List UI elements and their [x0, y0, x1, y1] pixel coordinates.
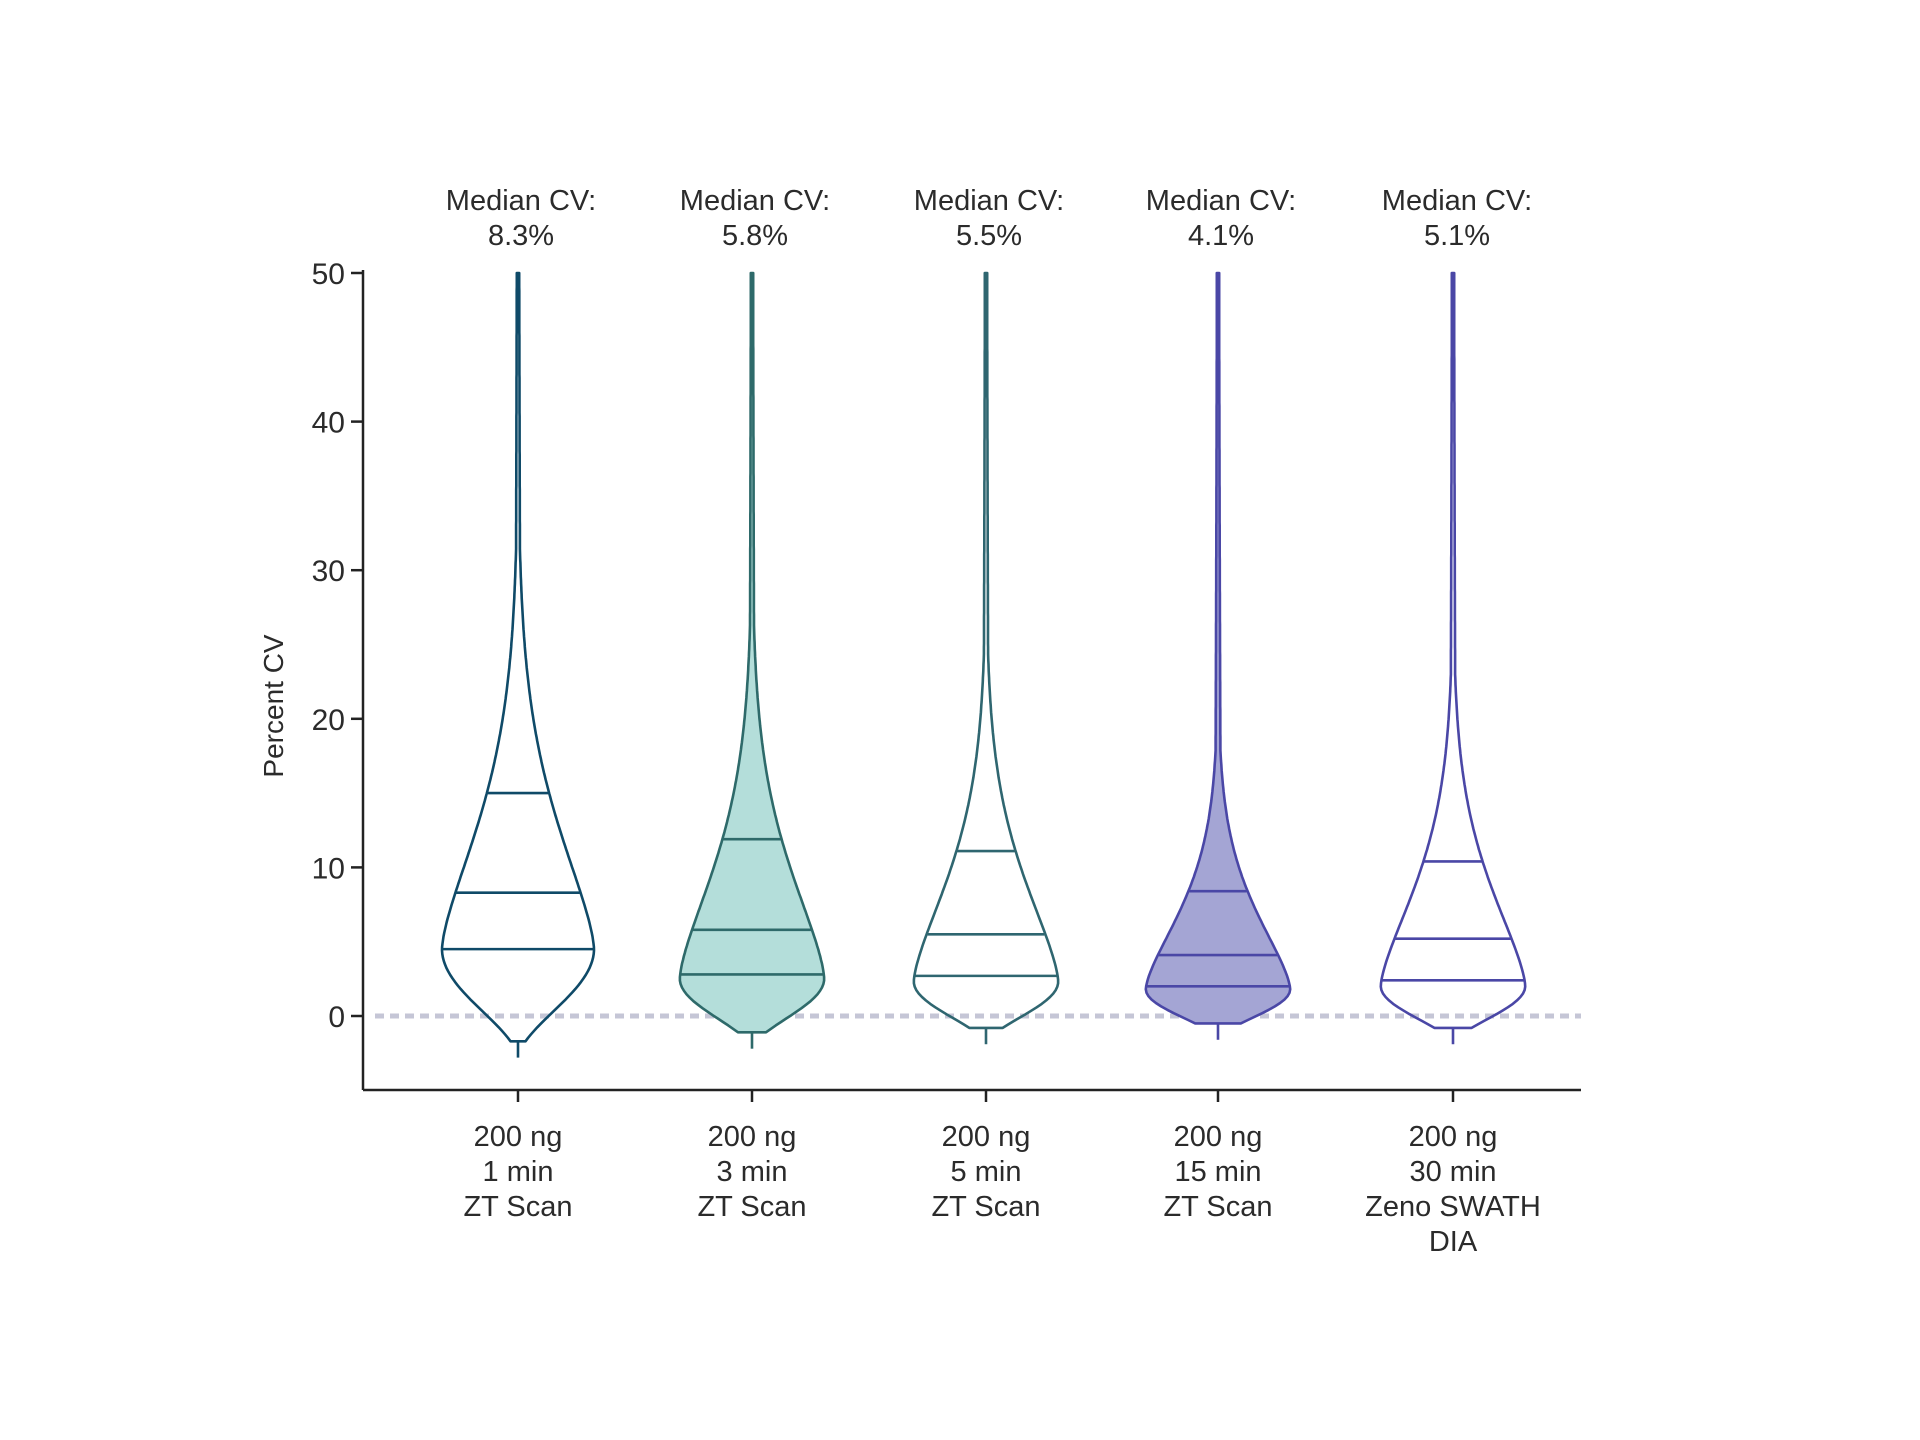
median-cv-prefix: Median CV: [1382, 185, 1532, 217]
violin-3 [912, 271, 1060, 1045]
violin-5 [1379, 271, 1527, 1045]
y-tick-label: 40 [312, 407, 345, 440]
y-tick-label: 0 [328, 1001, 345, 1034]
median-cv-prefix: Median CV: [446, 185, 596, 217]
y-ticks: 0 10 20 30 40 50 [312, 258, 363, 1034]
median-cv-value: 8.3% [488, 220, 554, 252]
violin-body [440, 271, 596, 1043]
x-tick-label: 200 ng 30 min Zeno SWATH DIA [1365, 1121, 1541, 1258]
axes [361, 270, 1581, 1092]
y-tick-label: 50 [312, 258, 345, 291]
median-cv-value: 4.1% [1188, 220, 1254, 252]
x-tick-label: 200 ng 15 min ZT Scan [1163, 1121, 1272, 1223]
violin-body [1144, 271, 1292, 1025]
violins [440, 271, 1527, 1058]
median-cv-value: 5.5% [956, 220, 1022, 252]
x-tick-label: 200 ng 5 min ZT Scan [931, 1121, 1040, 1223]
median-cv-value: 5.1% [1424, 220, 1490, 252]
median-cv-prefix: Median CV: [1146, 185, 1296, 217]
y-tick-label: 30 [312, 555, 345, 588]
y-tick-label: 10 [312, 852, 345, 885]
violin-1 [440, 271, 596, 1058]
x-tick-label: 200 ng 3 min ZT Scan [697, 1121, 806, 1223]
median-cv-prefix: Median CV: [914, 185, 1064, 217]
x-ticks: 200 ng 1 min ZT Scan 200 ng 3 min ZT Scan 200 … [463, 1090, 1541, 1258]
violin-2 [678, 271, 826, 1049]
median-cv-annotations: Median CV:8.3%Median CV:5.8%Median CV:5.… [446, 185, 1532, 252]
x-tick-label: 200 ng 1 min ZT Scan [463, 1121, 572, 1223]
y-axis-label: Percent CV [258, 634, 289, 777]
median-cv-value: 5.8% [722, 220, 788, 252]
y-tick-label: 20 [312, 704, 345, 737]
median-cv-prefix: Median CV: [680, 185, 830, 217]
violin-body [1379, 271, 1527, 1030]
violin-body [912, 271, 1060, 1030]
violin-body [678, 271, 826, 1034]
violin-4 [1144, 271, 1292, 1040]
